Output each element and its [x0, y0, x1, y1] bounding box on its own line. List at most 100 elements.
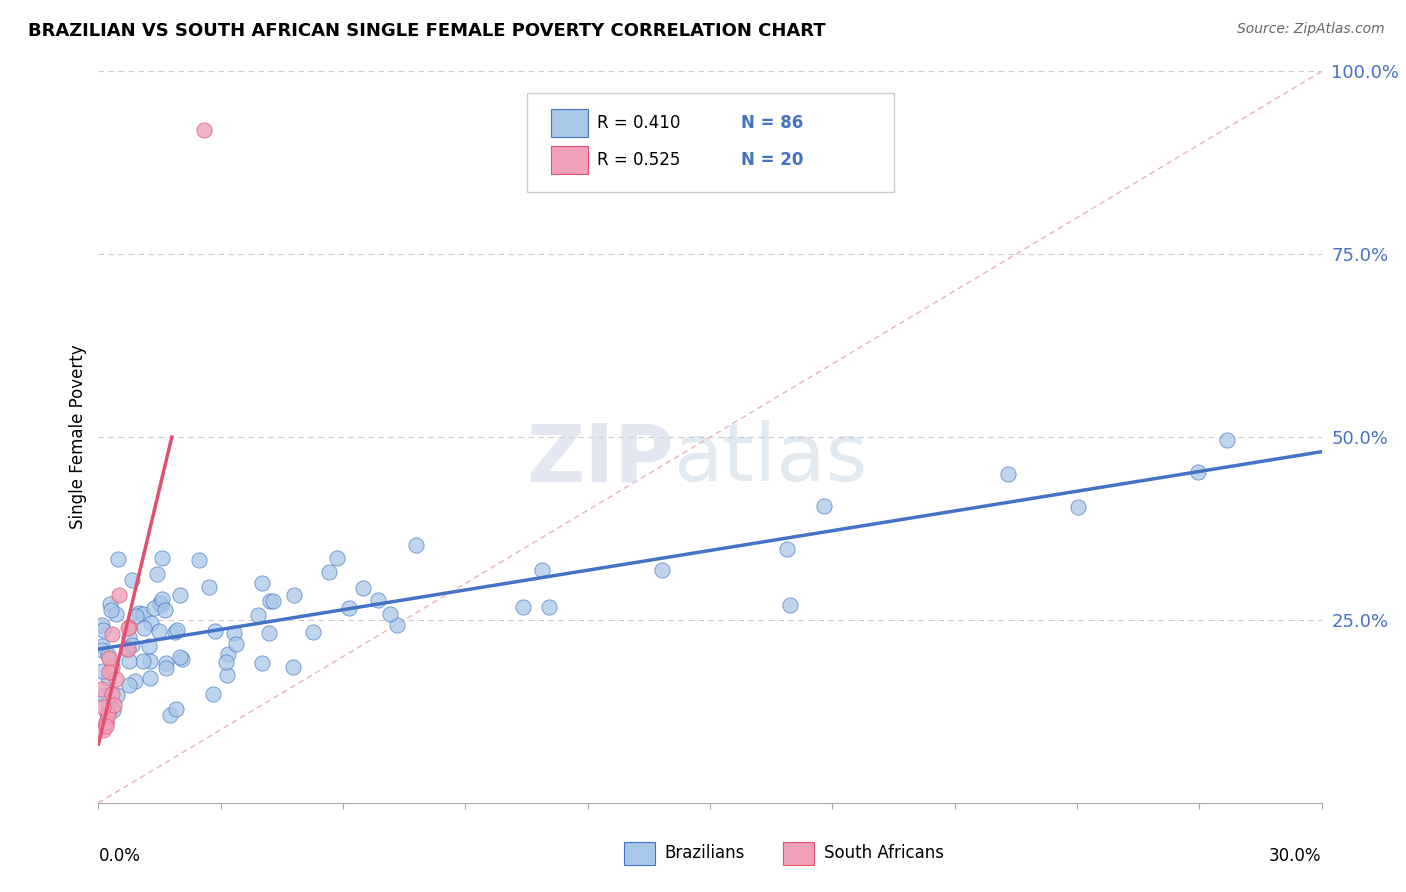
Point — [512, 599, 534, 614]
Point — [169, 589, 191, 603]
Point — [337, 600, 360, 615]
Point — [97, 708, 120, 723]
Point — [93, 623, 115, 637]
Point — [169, 650, 191, 665]
Y-axis label: Single Female Poverty: Single Female Poverty — [69, 345, 87, 529]
Point — [204, 624, 226, 638]
Point — [380, 607, 402, 622]
Point — [155, 660, 177, 674]
Point — [776, 541, 799, 556]
Point — [193, 123, 215, 137]
Point — [259, 594, 281, 608]
Point — [262, 593, 284, 607]
Point — [153, 603, 176, 617]
Point — [217, 668, 239, 682]
Point — [651, 564, 673, 578]
Point — [105, 688, 128, 702]
Point — [152, 551, 174, 566]
Point — [142, 601, 165, 615]
Point — [96, 707, 118, 722]
Text: 0.0%: 0.0% — [98, 847, 141, 864]
Point — [170, 652, 193, 666]
Point — [132, 607, 155, 622]
Point — [1187, 466, 1209, 480]
Point — [121, 573, 143, 587]
Point — [91, 640, 114, 654]
Point — [96, 719, 118, 733]
Text: atlas: atlas — [673, 420, 868, 498]
Point — [100, 603, 122, 617]
Point — [124, 673, 146, 688]
Point — [104, 607, 127, 621]
Point — [1067, 500, 1090, 514]
Point — [94, 714, 117, 729]
Point — [201, 687, 224, 701]
Text: 30.0%: 30.0% — [1270, 847, 1322, 864]
Point — [139, 616, 162, 631]
Bar — [624, 841, 655, 865]
Point — [250, 575, 273, 590]
Point — [997, 467, 1019, 481]
Point — [91, 700, 114, 714]
Point — [117, 641, 139, 656]
Point — [155, 657, 177, 671]
Point — [97, 648, 120, 663]
Point — [159, 708, 181, 723]
Point — [250, 656, 273, 670]
Point — [91, 664, 114, 678]
Point — [163, 625, 186, 640]
Point — [352, 581, 374, 595]
Text: Source: ZipAtlas.com: Source: ZipAtlas.com — [1237, 22, 1385, 37]
Point — [132, 655, 155, 669]
Point — [97, 651, 120, 665]
Text: N = 20: N = 20 — [741, 151, 803, 169]
Point — [100, 660, 122, 674]
Point — [91, 643, 114, 657]
Point — [150, 598, 173, 612]
Point — [115, 642, 138, 657]
Text: BRAZILIAN VS SOUTH AFRICAN SINGLE FEMALE POVERTY CORRELATION CHART: BRAZILIAN VS SOUTH AFRICAN SINGLE FEMALE… — [28, 22, 825, 40]
Point — [149, 595, 172, 609]
Point — [128, 607, 150, 621]
Point — [139, 671, 162, 685]
Point — [215, 655, 238, 669]
Point — [93, 688, 115, 702]
Point — [318, 565, 340, 579]
Point — [98, 597, 121, 611]
Bar — [783, 841, 814, 865]
Point — [118, 630, 141, 644]
Point — [779, 598, 801, 612]
Point — [97, 705, 120, 719]
Point — [97, 671, 120, 685]
Text: N = 86: N = 86 — [741, 113, 803, 131]
Point — [121, 638, 143, 652]
Point — [97, 665, 120, 680]
Point — [107, 551, 129, 566]
Text: R = 0.410: R = 0.410 — [598, 113, 681, 131]
Text: Brazilians: Brazilians — [665, 844, 745, 863]
Point — [166, 624, 188, 638]
Bar — [551, 110, 588, 137]
Point — [1216, 433, 1239, 447]
Point — [165, 702, 187, 716]
Point — [124, 609, 146, 624]
Point — [97, 694, 120, 708]
Text: ZIP: ZIP — [526, 420, 673, 498]
Point — [139, 654, 162, 668]
Point — [387, 618, 409, 632]
Point — [91, 618, 114, 632]
Point — [146, 566, 169, 581]
Point — [150, 592, 173, 607]
Point — [225, 637, 247, 651]
Point — [326, 550, 349, 565]
Point — [367, 592, 389, 607]
Point — [134, 621, 156, 635]
Point — [91, 682, 114, 697]
Bar — [551, 146, 588, 174]
FancyBboxPatch shape — [526, 94, 894, 192]
Point — [813, 500, 835, 514]
Point — [118, 678, 141, 692]
Point — [217, 648, 239, 662]
Point — [96, 716, 118, 731]
Point — [283, 588, 305, 602]
